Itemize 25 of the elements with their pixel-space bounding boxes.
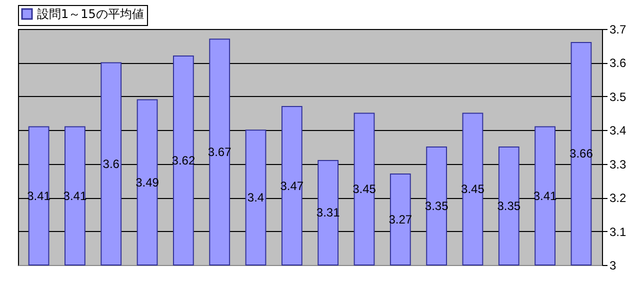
y-tick-label: 3 [610, 258, 616, 272]
data-label: 3.47 [280, 178, 304, 193]
data-label: 3.41 [27, 188, 51, 203]
data-label: 3.35 [424, 199, 449, 213]
data-label: 3.45 [461, 182, 485, 196]
y-tick-label: 3.2 [610, 191, 627, 206]
data-label: 3.49 [136, 175, 160, 190]
data-label: 3.35 [497, 199, 521, 213]
data-label: 3.62 [172, 153, 196, 168]
data-label: 3.45 [352, 182, 376, 196]
data-label: 3.6 [102, 156, 120, 171]
y-tick-label: 3.7 [610, 22, 627, 36]
y-tick-label: 3.5 [610, 90, 627, 104]
legend-label: 設問1～15の平均値 [37, 7, 144, 21]
y-tick-label: 3.4 [610, 124, 627, 138]
data-label: 3.27 [388, 212, 412, 226]
y-tick-label: 3.6 [610, 56, 627, 70]
data-label: 3.31 [316, 206, 340, 220]
y-tick-label: 3.1 [610, 224, 627, 239]
data-label: 3.41 [63, 188, 87, 203]
data-label: 3.4 [247, 190, 264, 205]
data-label: 3.67 [208, 145, 232, 160]
data-label: 3.66 [570, 146, 594, 161]
data-label: 3.41 [533, 188, 558, 203]
y-tick-label: 3.3 [610, 157, 627, 172]
